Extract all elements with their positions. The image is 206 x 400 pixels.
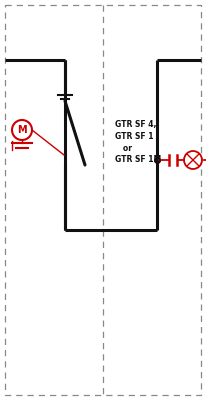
Text: GTR SF 4,
GTR SF 1
   or
GTR SF 1M: GTR SF 4, GTR SF 1 or GTR SF 1M [115, 120, 161, 164]
Text: M: M [17, 125, 27, 135]
